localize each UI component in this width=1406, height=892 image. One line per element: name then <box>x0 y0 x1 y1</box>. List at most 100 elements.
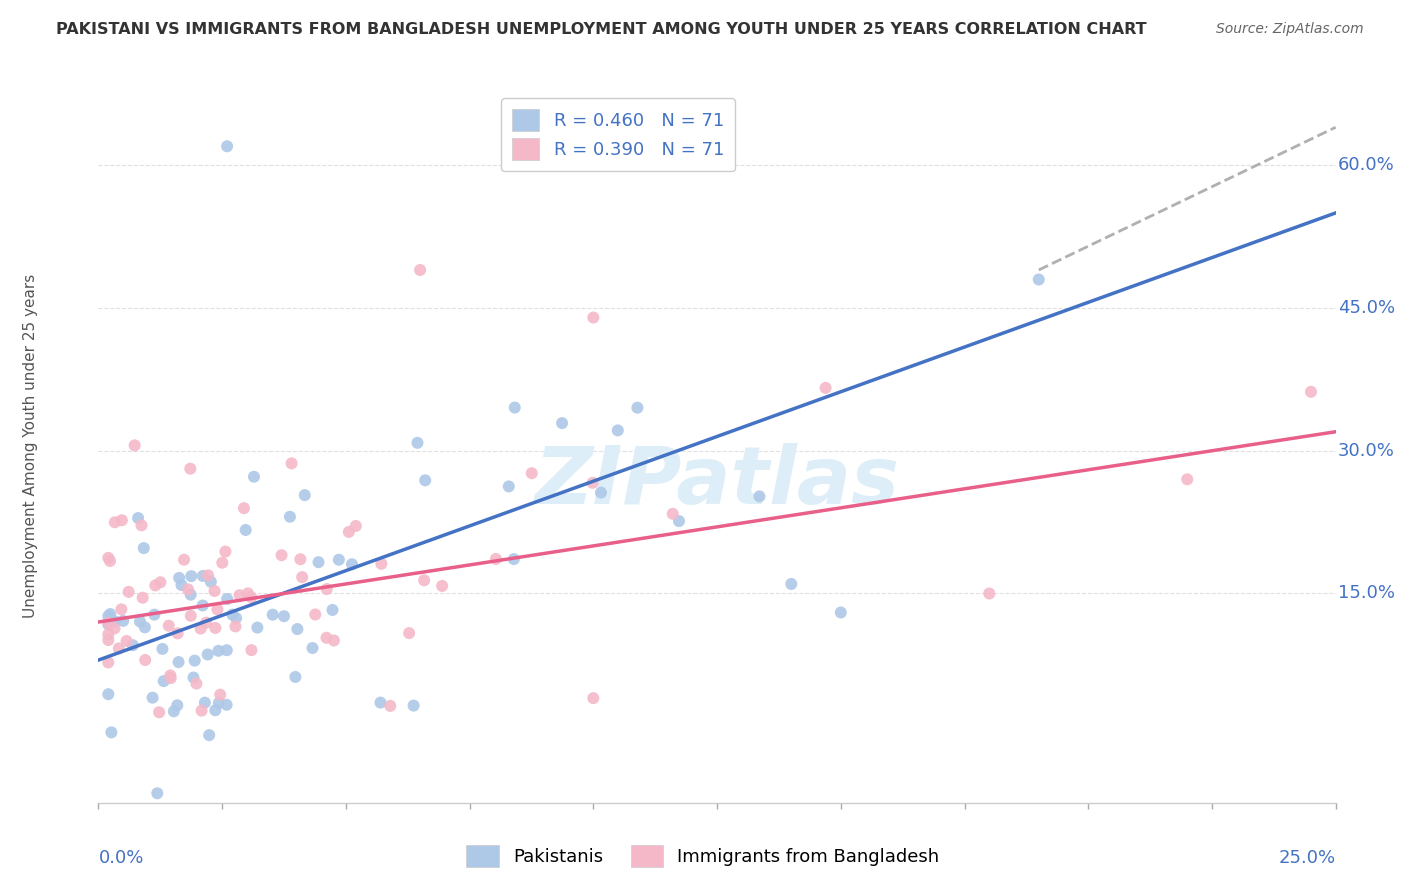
Point <box>380 698 402 713</box>
Point <box>97 609 120 624</box>
Text: 60.0%: 60.0% <box>1339 156 1395 174</box>
Point <box>110 602 132 616</box>
Point <box>551 416 574 430</box>
Point <box>232 501 254 516</box>
Point <box>122 638 145 652</box>
Point <box>321 603 343 617</box>
Point <box>132 541 155 555</box>
Point <box>98 554 121 568</box>
Point <box>235 523 257 537</box>
Point <box>197 648 219 662</box>
Point <box>131 518 153 533</box>
Text: PAKISTANI VS IMMIGRANTS FROM BANGLADESH UNEMPLOYMENT AMONG YOUTH UNDER 25 YEARS : PAKISTANI VS IMMIGRANTS FROM BANGLADESH … <box>56 22 1147 37</box>
Point <box>194 696 217 710</box>
Point <box>370 557 392 571</box>
Point <box>240 643 263 657</box>
Point <box>344 519 367 533</box>
Point <box>520 467 543 481</box>
Point <box>290 552 312 566</box>
Point <box>315 631 337 645</box>
Point <box>152 641 174 656</box>
Point <box>315 582 337 596</box>
Text: ZIPatlas: ZIPatlas <box>534 442 900 521</box>
Point <box>661 507 683 521</box>
Point <box>308 555 330 569</box>
Point <box>236 586 259 600</box>
Point <box>104 615 127 629</box>
Point <box>278 509 301 524</box>
Point <box>157 618 180 632</box>
Point <box>217 591 239 606</box>
Point <box>97 656 120 670</box>
Point <box>97 627 120 641</box>
Point <box>107 641 129 656</box>
Point <box>97 687 120 701</box>
Point <box>409 263 432 277</box>
Point <box>167 655 190 669</box>
Point <box>221 607 243 622</box>
Point <box>146 786 169 800</box>
Point <box>224 619 246 633</box>
Point <box>143 607 166 622</box>
Point <box>1175 472 1198 486</box>
Point <box>179 461 201 475</box>
Point <box>167 571 190 585</box>
Point <box>111 513 134 527</box>
Point <box>200 574 222 589</box>
Text: Source: ZipAtlas.com: Source: ZipAtlas.com <box>1216 22 1364 37</box>
Point <box>134 653 156 667</box>
Text: 25.0%: 25.0% <box>1278 849 1336 867</box>
Point <box>668 514 690 528</box>
Point <box>430 579 453 593</box>
Point <box>191 569 214 583</box>
Point <box>582 475 605 490</box>
Point <box>780 577 803 591</box>
Point <box>323 633 346 648</box>
Point <box>180 608 202 623</box>
Point <box>170 578 193 592</box>
Point <box>1299 384 1322 399</box>
Point <box>589 485 612 500</box>
Point <box>270 548 292 562</box>
Point <box>190 704 212 718</box>
Text: 30.0%: 30.0% <box>1339 442 1395 459</box>
Point <box>217 139 239 153</box>
Point <box>159 668 181 682</box>
Point <box>211 556 233 570</box>
Point <box>191 599 214 613</box>
Point <box>979 586 1001 600</box>
Point <box>97 550 120 565</box>
Point <box>97 615 120 630</box>
Point <box>626 401 648 415</box>
Point <box>148 706 170 720</box>
Point <box>273 609 295 624</box>
Point <box>163 704 186 718</box>
Point <box>340 558 363 572</box>
Point <box>180 569 202 583</box>
Point <box>246 621 269 635</box>
Point <box>284 670 307 684</box>
Point <box>97 617 120 632</box>
Point <box>406 435 429 450</box>
Point <box>103 622 125 636</box>
Point <box>262 607 284 622</box>
Point <box>127 511 149 525</box>
Point <box>413 473 436 487</box>
Point <box>159 671 181 685</box>
Point <box>287 622 309 636</box>
Point <box>498 479 520 493</box>
Point <box>198 728 221 742</box>
Point <box>115 634 138 648</box>
Legend: R = 0.460   N = 71, R = 0.390   N = 71: R = 0.460 N = 71, R = 0.390 N = 71 <box>502 98 735 171</box>
Point <box>301 640 323 655</box>
Point <box>370 696 392 710</box>
Point <box>166 626 188 640</box>
Point <box>243 469 266 483</box>
Point <box>748 489 770 503</box>
Point <box>606 423 628 437</box>
Point <box>214 544 236 558</box>
Point <box>225 611 247 625</box>
Point <box>204 703 226 717</box>
Text: Unemployment Among Youth under 25 years: Unemployment Among Youth under 25 years <box>22 274 38 618</box>
Point <box>129 615 152 629</box>
